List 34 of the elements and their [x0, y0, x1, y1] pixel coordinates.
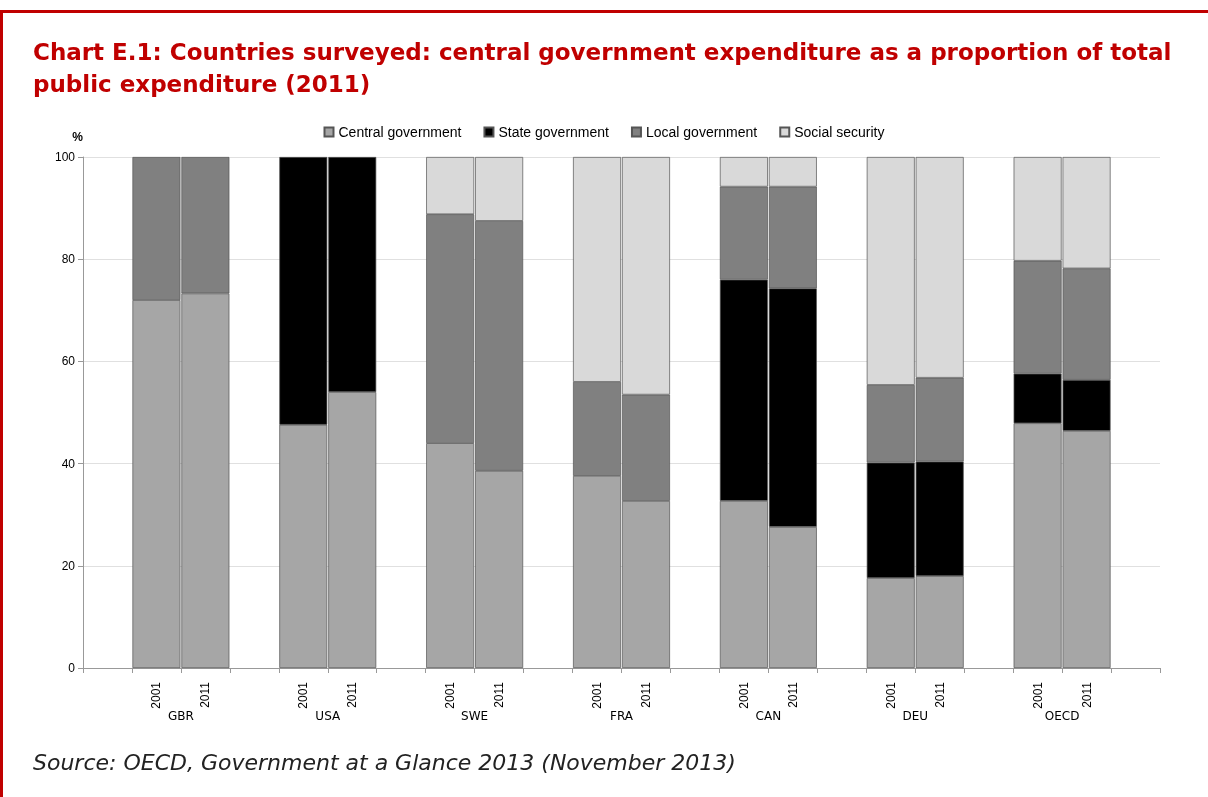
text: USA [315, 709, 341, 723]
source-note: Source: OECD, Government at a Glance 2013 (November 2013) [33, 750, 736, 775]
legend-label: Central government [338, 124, 462, 140]
x-tick-label: 2001 [1030, 681, 1045, 709]
text: CAN [755, 709, 782, 723]
x-tick-label: 2011 [932, 681, 947, 708]
chart-title: Chart E.1: Countries surveyed: central government expenditure as a proportion of total public expenditure (2011) [33, 38, 1173, 99]
x-tick-label: 2001 [443, 681, 458, 709]
x-tick-label: 2011 [785, 681, 800, 708]
y-tick-label: 100 [54, 150, 76, 164]
text: DEU [902, 709, 929, 723]
x-tick-label: 2011 [492, 681, 507, 708]
y-tick-label: 0 [68, 661, 76, 675]
y-tick-label: 60 [61, 354, 76, 369]
x-tick-label: 2001 [149, 681, 164, 709]
x-tick-label: 2011 [1079, 681, 1094, 708]
y-tick-label: 20 [61, 558, 76, 573]
x-tick-label: 2001 [736, 681, 751, 709]
text: GBR [167, 709, 194, 723]
legend-label: State government [498, 124, 610, 140]
text: SWE [461, 709, 489, 723]
y-tick-label: 40 [61, 456, 76, 471]
x-tick-label: 2011 [198, 681, 213, 708]
x-tick-label: 2001 [296, 681, 311, 709]
y-axis-title: % [72, 130, 84, 144]
x-tick-label: 2011 [638, 681, 653, 708]
y-tick-label: 80 [61, 252, 76, 267]
legend-label: Social security [794, 124, 885, 140]
legend-label: Local government [645, 124, 758, 140]
x-tick-label: 2001 [883, 681, 898, 709]
x-tick-label: 2011 [345, 681, 360, 708]
x-tick-label: 2001 [590, 681, 605, 709]
text: FRA [610, 709, 634, 723]
text: OECD [1044, 709, 1080, 723]
